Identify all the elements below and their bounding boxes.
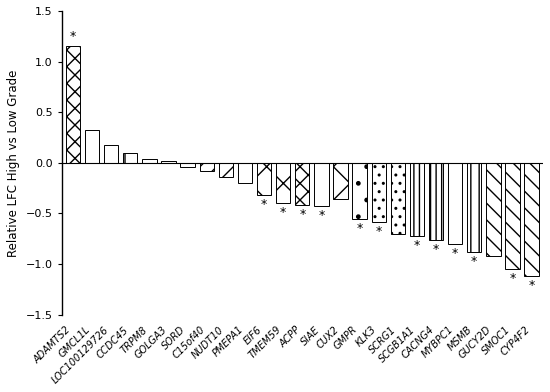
Bar <box>180 163 195 167</box>
Bar <box>505 163 520 269</box>
Bar <box>200 163 214 171</box>
Bar <box>123 153 138 163</box>
Text: *: * <box>356 221 363 234</box>
Bar <box>390 163 405 234</box>
Bar <box>486 163 500 256</box>
Text: *: * <box>471 255 477 268</box>
Bar <box>104 145 118 163</box>
Bar <box>372 163 386 221</box>
Bar <box>467 163 481 252</box>
Text: *: * <box>433 243 439 256</box>
Text: *: * <box>414 239 420 252</box>
Text: *: * <box>509 272 515 285</box>
Bar <box>410 163 424 236</box>
Text: *: * <box>452 247 458 260</box>
Bar <box>238 163 252 183</box>
Text: *: * <box>529 279 535 292</box>
Bar <box>333 163 348 199</box>
Bar <box>429 163 443 240</box>
Bar <box>525 163 539 276</box>
Text: *: * <box>261 198 267 211</box>
Bar <box>353 163 367 218</box>
Y-axis label: Relative LFC High vs Low Grade: Relative LFC High vs Low Grade <box>7 69 20 256</box>
Text: *: * <box>70 30 76 44</box>
Bar <box>66 46 80 163</box>
Bar <box>257 163 271 195</box>
Text: *: * <box>376 225 382 238</box>
Text: *: * <box>280 206 287 220</box>
Bar <box>219 163 233 177</box>
Bar <box>161 161 175 163</box>
Text: *: * <box>318 209 324 222</box>
Bar <box>448 163 463 244</box>
Bar <box>276 163 290 203</box>
Bar <box>85 131 99 163</box>
Bar <box>314 163 328 206</box>
Text: *: * <box>299 209 305 221</box>
Bar <box>295 163 310 205</box>
Bar <box>142 159 157 163</box>
